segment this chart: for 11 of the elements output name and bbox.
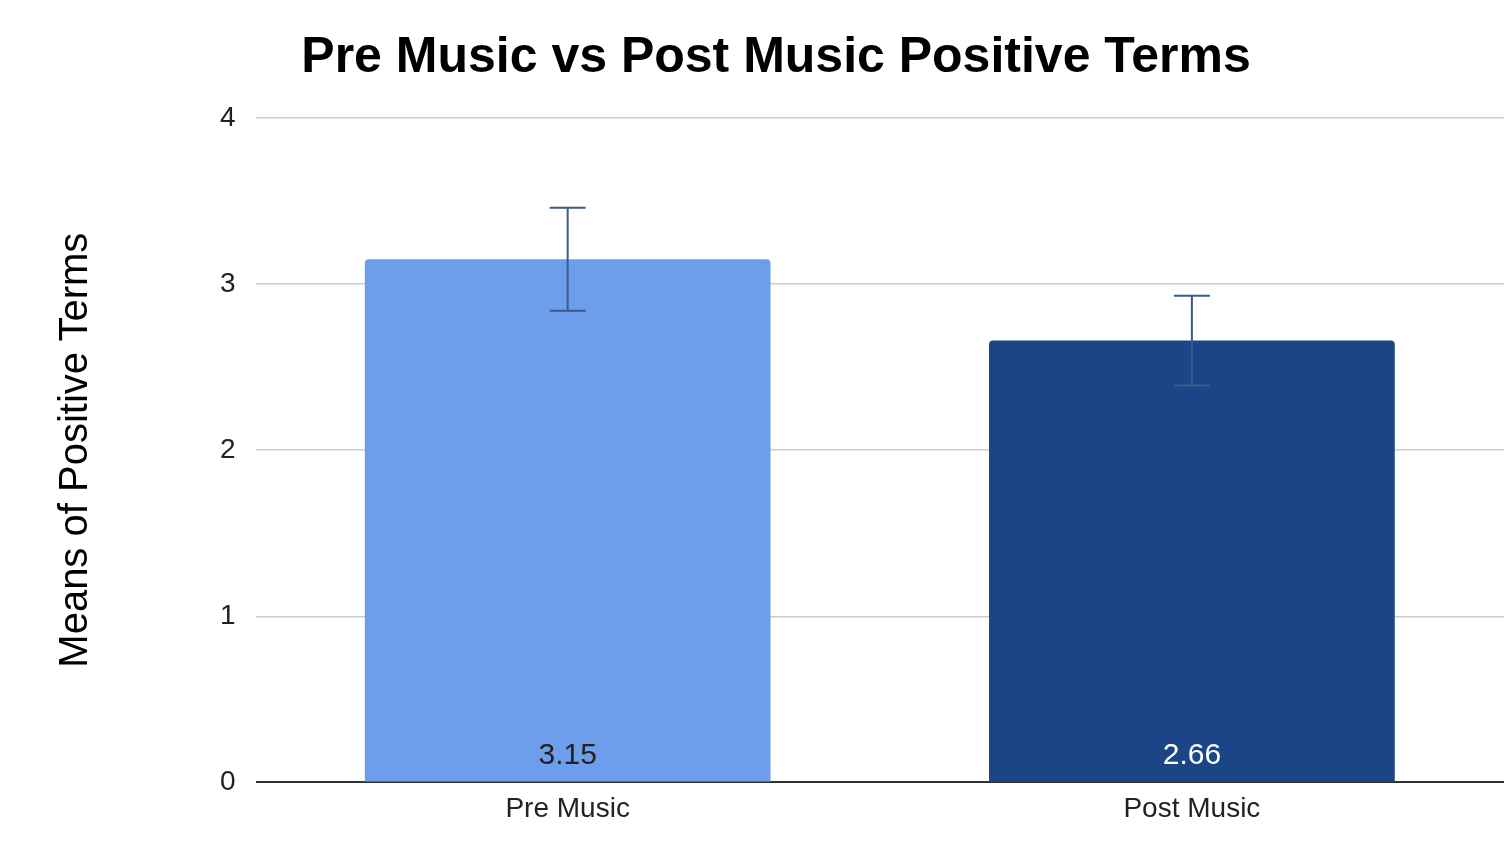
- y-axis-title: Means of Positive Terms: [51, 232, 96, 668]
- x-tick-label: Pre Music: [505, 791, 630, 823]
- y-tick-label: 1: [219, 599, 236, 631]
- data-label: 2.66: [1162, 736, 1222, 770]
- chart-title: Pre Music vs Post Music Positive Terms: [301, 26, 1251, 83]
- y-tick-label: 2: [219, 432, 236, 464]
- y-tick-label: 0: [219, 765, 236, 797]
- y-tick-label: 3: [219, 266, 236, 298]
- y-tick-label: 4: [219, 100, 236, 132]
- x-tick-label: Post Music: [1123, 791, 1261, 823]
- data-label: 3.15: [538, 736, 597, 770]
